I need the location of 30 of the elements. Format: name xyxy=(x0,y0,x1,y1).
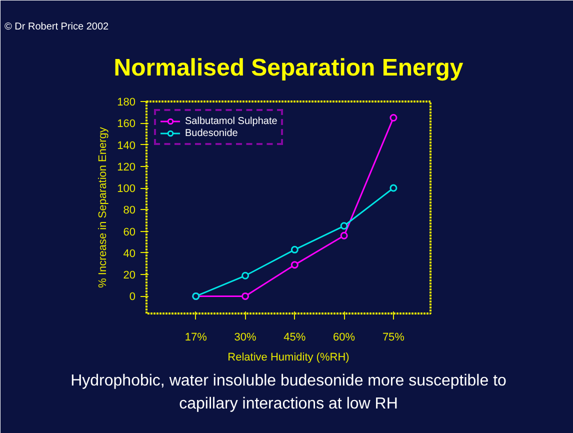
x-tick-label: 75% xyxy=(382,332,405,344)
y-tick-label: 100 xyxy=(117,183,136,196)
point xyxy=(290,261,298,269)
x-tick-label: 30% xyxy=(234,332,257,344)
y-tick-label: 0 xyxy=(129,291,136,304)
y-axis-title: % Increase in Separation Energy xyxy=(97,126,110,288)
y-tick-label: 160 xyxy=(117,118,136,130)
point xyxy=(290,246,298,254)
y-tick-label: 60 xyxy=(123,226,136,238)
point xyxy=(242,292,250,300)
y-tick-label: 80 xyxy=(123,204,136,217)
y-tick-label: 120 xyxy=(117,161,136,174)
y-tick-label: 140 xyxy=(117,140,136,152)
chart-title: Normalised Separation Energy xyxy=(114,54,464,82)
text: Hydrophobic, water insoluble budesonide more susceptible to capillary interactions at low RH xyxy=(70,372,507,412)
point xyxy=(390,114,398,122)
point xyxy=(340,232,348,240)
x-tick-label: 17% xyxy=(184,332,208,344)
x-axis-title: Relative Humidity (%RH) xyxy=(228,352,350,364)
point xyxy=(340,222,348,230)
point xyxy=(390,184,398,192)
legend-label: Budesonide xyxy=(185,127,238,139)
y-tick-label: 40 xyxy=(123,248,136,260)
legend-label: Salbutamol Sulphate xyxy=(185,115,278,127)
y-tick-label: 180 xyxy=(117,96,136,108)
x-tick-label: 60% xyxy=(333,332,356,344)
y-tick-label: 20 xyxy=(123,270,136,282)
point xyxy=(242,272,250,280)
x-tick-label: 45% xyxy=(284,332,306,344)
text: © Dr Robert Price 2002 xyxy=(4,22,110,32)
